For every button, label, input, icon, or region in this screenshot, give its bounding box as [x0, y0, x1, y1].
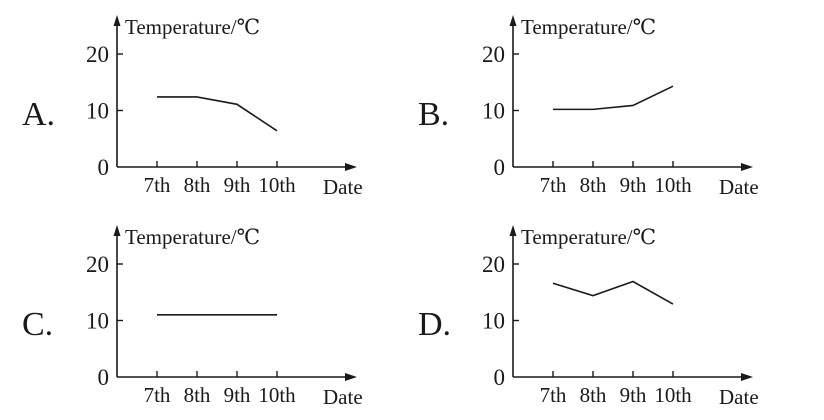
y-tick-label: 20	[482, 42, 505, 67]
y-tick-label: 20	[482, 252, 505, 277]
x-tick-label: 9th	[224, 383, 251, 407]
y-tick-label: 10	[482, 309, 505, 334]
y-tick-label: 10	[482, 99, 505, 124]
chart-d: D. Temperature/℃ Date 0 10 20 7th 8th 9th 10th	[418, 225, 759, 409]
chart-a: A. Temperature/℃ Date 0 10 20 7th 8th 9th 10th	[22, 15, 363, 199]
y-tick-label: 0	[98, 155, 110, 180]
x-tick-label: 10th	[654, 383, 692, 407]
x-tick-label: 8th	[580, 173, 607, 197]
y-axis-label: Temperature/℃	[521, 15, 656, 39]
y-tick-label: 20	[86, 252, 109, 277]
y-tick-label: 0	[98, 365, 110, 390]
x-tick-label: 7th	[540, 173, 567, 197]
x-tick-label: 7th	[144, 383, 171, 407]
x-tick-label: 10th	[258, 173, 296, 197]
x-tick-label: 9th	[620, 383, 647, 407]
y-tick-label: 0	[494, 365, 506, 390]
x-axis-label: Date	[719, 175, 759, 199]
x-tick-label: 9th	[224, 173, 251, 197]
y-tick-label: 10	[86, 99, 109, 124]
option-label: A.	[22, 96, 55, 133]
option-label: D.	[418, 306, 451, 343]
x-tick-label: 7th	[144, 173, 171, 197]
y-axis-arrow	[113, 225, 121, 236]
temperature-line	[552, 280, 674, 305]
x-tick-label: 8th	[184, 383, 211, 407]
option-label: C.	[22, 306, 53, 343]
y-axis-label: Temperature/℃	[125, 225, 260, 249]
x-tick-label: 10th	[258, 383, 296, 407]
temperature-line	[553, 85, 674, 111]
x-tick-label: 8th	[184, 173, 211, 197]
y-axis-arrow	[509, 225, 517, 236]
y-tick-label: 20	[86, 42, 109, 67]
x-tick-label: 9th	[620, 173, 647, 197]
x-axis-label: Date	[323, 175, 363, 199]
x-axis-arrow	[741, 163, 753, 171]
x-axis-label: Date	[323, 385, 363, 409]
option-label: B.	[418, 96, 449, 133]
x-axis-arrow	[741, 373, 753, 381]
temperature-line	[157, 96, 278, 132]
y-axis-arrow	[509, 15, 517, 26]
y-tick-label: 0	[494, 155, 506, 180]
y-axis-label: Temperature/℃	[125, 15, 260, 39]
chart-c: C. Temperature/℃ Date 0 10 20 7th 8th 9th 10th	[22, 225, 363, 409]
x-axis-arrow	[345, 163, 357, 171]
x-axis-arrow	[345, 373, 357, 381]
x-axis-label: Date	[719, 385, 759, 409]
chart-b: B. Temperature/℃ Date 0 10 20 7th 8th 9th 10th	[418, 15, 759, 199]
x-tick-label: 10th	[654, 173, 692, 197]
x-tick-label: 8th	[580, 383, 607, 407]
y-axis-label: Temperature/℃	[521, 225, 656, 249]
y-axis-arrow	[113, 15, 121, 26]
x-tick-label: 7th	[540, 383, 567, 407]
y-tick-label: 10	[86, 309, 109, 334]
